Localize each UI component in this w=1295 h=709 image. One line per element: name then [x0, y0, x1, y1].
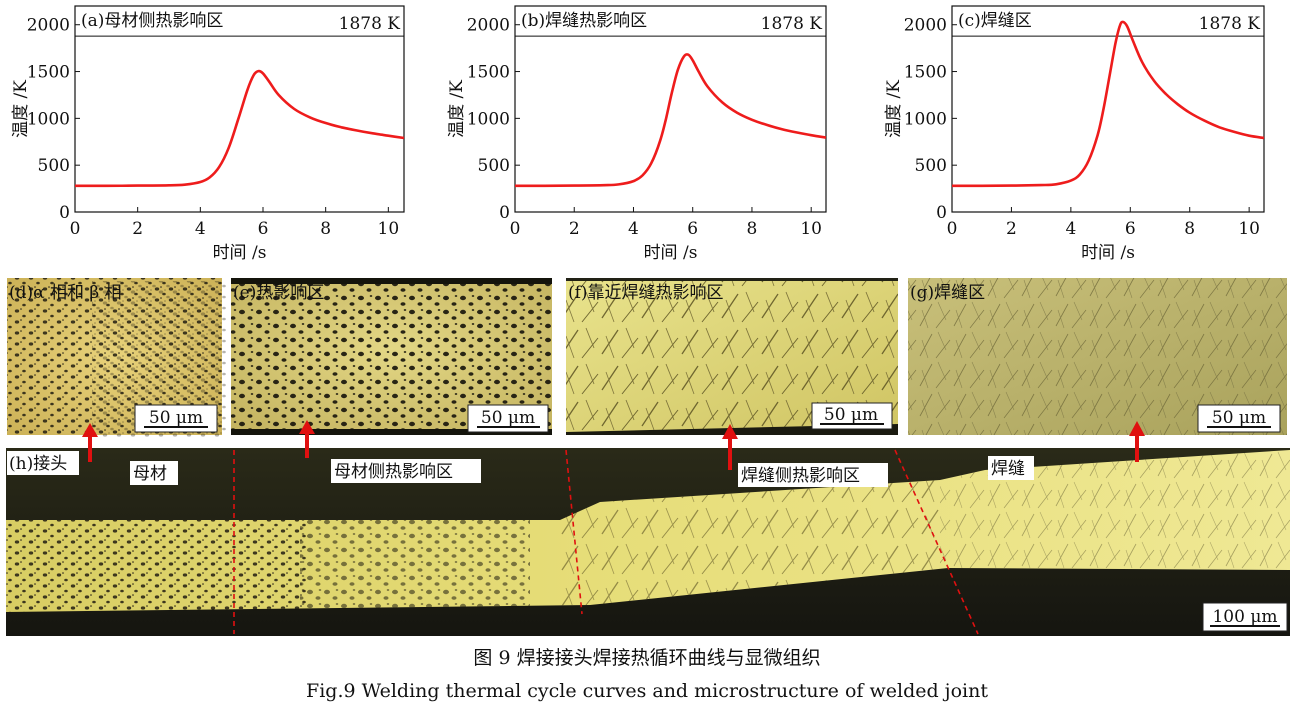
scale-bar-f: 50 μm	[824, 405, 878, 425]
caption-english: Fig.9 Welding thermal cycle curves and m…	[306, 680, 988, 702]
reference-line-label-b: 1878 K	[761, 14, 823, 34]
x-tick-label-c: 0	[947, 219, 958, 239]
y-tick-label-b: 1000	[467, 109, 510, 129]
x-tick-label-a: 10	[378, 219, 400, 239]
x-tick-label-c: 8	[1184, 219, 1195, 239]
y-tick-label-c: 500	[915, 156, 947, 176]
region-label-weld-haz: 焊缝侧热影响区	[741, 466, 860, 486]
x-tick-label-b: 8	[747, 219, 758, 239]
x-tick-label-b: 6	[687, 219, 698, 239]
region-divider	[894, 449, 979, 635]
x-tick-label-a: 0	[70, 219, 81, 239]
x-tick-label-c: 6	[1125, 219, 1136, 239]
temperature-curve-c	[951, 20, 1265, 188]
arrow-e	[299, 420, 315, 458]
reference-line-label-c: 1878 K	[1199, 14, 1261, 34]
x-tick-label-a: 6	[258, 219, 269, 239]
location-arrows	[82, 420, 1145, 470]
micrograph-e: (e)热影响区 50 μm	[231, 278, 552, 435]
x-axis-label-a: 时间 /s	[213, 243, 267, 263]
x-tick-label-b: 2	[569, 219, 580, 239]
region-label-base-metal: 母材	[133, 464, 167, 484]
x-tick-label-a: 2	[132, 219, 143, 239]
y-tick-label-b: 500	[478, 156, 510, 176]
y-axis-label-a: 温度 /K	[11, 80, 31, 138]
y-axis-label-b: 温度 /K	[447, 80, 467, 138]
arrow-f	[722, 424, 738, 470]
panel-label-e: (e)热影响区	[233, 283, 324, 303]
y-tick-label-a: 500	[38, 156, 70, 176]
y-tick-label-b: 2000	[467, 16, 510, 36]
y-tick-label-c: 1000	[904, 109, 947, 129]
scale-bar-e: 50 μm	[481, 408, 535, 428]
y-tick-label-c: 0	[936, 203, 947, 223]
y-tick-label-b: 0	[499, 203, 510, 223]
x-tick-label-c: 10	[1238, 219, 1260, 239]
temperature-curve-b	[514, 53, 827, 188]
panel-label-c: (c)焊缝区	[958, 11, 1032, 31]
y-tick-label-a: 1000	[27, 109, 70, 129]
region-label-weld: 焊缝	[991, 459, 1025, 479]
temperature-curve-a	[74, 69, 405, 188]
y-tick-label-b: 1500	[467, 63, 510, 83]
y-tick-label-c: 1500	[904, 63, 947, 83]
chart-a: 0 500 1000 1500 2000 0 2 4 6 8 10 时间 /s 温度 /K 1878 K (…	[11, 5, 405, 263]
x-tick-label-a: 8	[320, 219, 331, 239]
x-tick-label-a: 4	[195, 219, 206, 239]
x-tick-label-c: 4	[1065, 219, 1076, 239]
chart-c: 0 500 1000 1500 2000 0 2 4 6 8 10 时间 /s 温度 /K 1878 K (…	[884, 5, 1265, 263]
panel-label-h: (h)接头	[9, 454, 67, 474]
x-axis-label-c: 时间 /s	[1081, 243, 1135, 263]
chart-b: 0 500 1000 1500 2000 0 2 4 6 8 10 时间 /s 温度 /K 1878 K (…	[447, 5, 827, 263]
y-tick-label-a: 0	[59, 203, 70, 223]
y-tick-label-a: 2000	[27, 16, 70, 36]
scale-bar-h: 100 μm	[1212, 607, 1277, 627]
reference-line-label-a: 1878 K	[339, 14, 401, 34]
micrograph-h: (h)接头 母材 母材侧热影响区 焊缝侧热影响区 焊缝 100 μm	[6, 448, 1290, 636]
plot-frame-c	[951, 5, 1265, 213]
panel-label-d: (d)α 相和 β 相	[9, 283, 122, 303]
x-tick-label-b: 10	[800, 219, 822, 239]
x-tick-label-c: 2	[1006, 219, 1017, 239]
x-tick-label-b: 4	[628, 219, 639, 239]
panel-label-g: (g)焊缝区	[910, 283, 985, 303]
scale-bar-g: 50 μm	[1212, 408, 1266, 428]
y-tick-label-c: 2000	[904, 16, 947, 36]
caption-chinese: 图 9 焊接接头焊接热循环曲线与显微组织	[473, 647, 820, 669]
micrograph-g: (g)焊缝区 50 μm	[908, 278, 1287, 435]
arrow-d	[82, 423, 98, 462]
x-axis-label-b: 时间 /s	[644, 243, 698, 263]
plot-frame-a	[74, 5, 405, 213]
x-tick-label-b: 0	[510, 219, 521, 239]
region-label-base-haz: 母材侧热影响区	[334, 462, 453, 482]
micrograph-d: (d)α 相和 β 相 50 μm	[7, 278, 226, 438]
panel-label-a: (a)母材侧热影响区	[81, 11, 223, 31]
micrograph-f: (f)靠近焊缝热影响区 50 μm	[566, 278, 898, 435]
panel-label-f: (f)靠近焊缝热影响区	[568, 283, 724, 303]
panel-label-b: (b)焊缝热影响区	[521, 11, 647, 31]
scale-bar-d: 50 μm	[149, 408, 203, 428]
y-tick-label-a: 1500	[27, 63, 70, 83]
plot-frame-b	[514, 5, 827, 213]
arrow-g	[1129, 421, 1145, 462]
region-divider	[565, 449, 583, 615]
y-axis-label-c: 温度 /K	[884, 80, 904, 138]
